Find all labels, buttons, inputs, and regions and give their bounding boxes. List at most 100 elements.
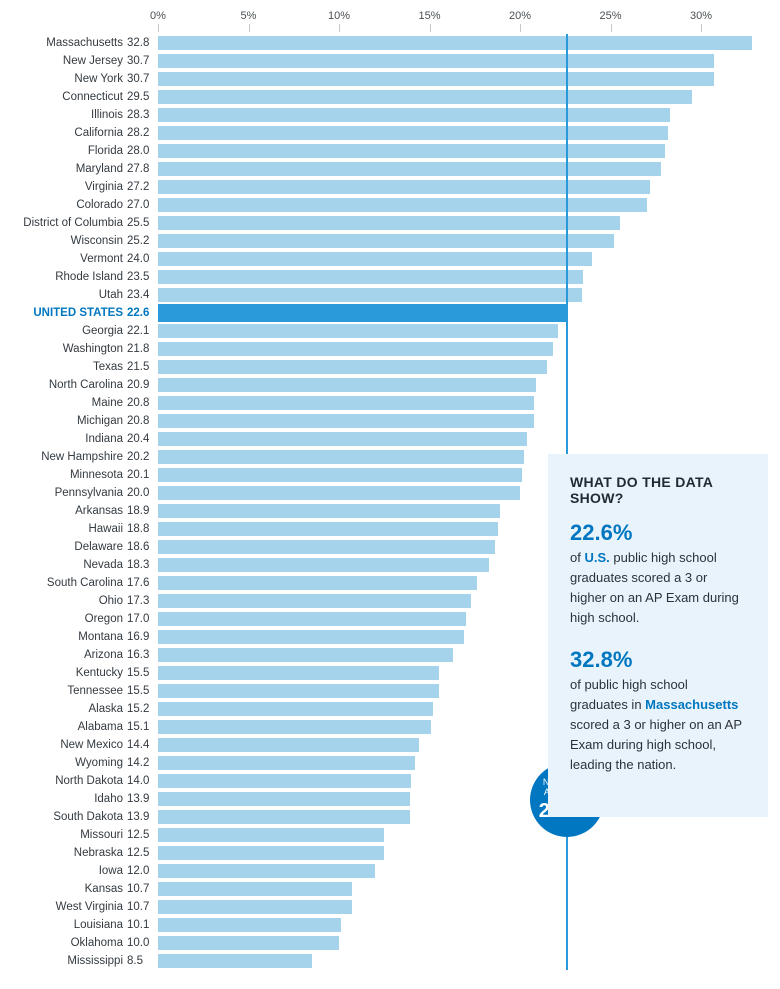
row-label: Vermont: [80, 250, 123, 268]
row-label: North Dakota: [55, 772, 123, 790]
table-row: Georgia22.1: [0, 322, 780, 340]
row-label: New York: [74, 70, 123, 88]
row-bar: [158, 540, 495, 554]
row-bar: [158, 162, 661, 176]
table-row: Missouri12.5: [0, 826, 780, 844]
axis-tick-label: 20%: [509, 10, 531, 22]
row-bar: [158, 304, 567, 322]
row-bar: [158, 252, 592, 266]
row-label: Idaho: [94, 790, 123, 808]
row-bar: [158, 792, 410, 806]
row-value: 22.6: [127, 304, 149, 322]
table-row: California28.2: [0, 124, 780, 142]
row-value: 22.1: [127, 322, 149, 340]
row-value: 23.5: [127, 268, 149, 286]
row-bar: [158, 648, 453, 662]
table-row: Nebraska12.5: [0, 844, 780, 862]
row-value: 25.5: [127, 214, 149, 232]
row-label: Alaska: [88, 700, 123, 718]
row-bar: [158, 90, 692, 104]
row-value: 20.4: [127, 430, 149, 448]
row-label: Minnesota: [70, 466, 123, 484]
row-label: Illinois: [91, 106, 123, 124]
table-row: West Virginia10.7: [0, 898, 780, 916]
row-bar: [158, 882, 352, 896]
row-value: 27.8: [127, 160, 149, 178]
table-row: Illinois28.3: [0, 106, 780, 124]
row-value: 12.5: [127, 844, 149, 862]
row-bar: [158, 486, 520, 500]
row-value: 15.5: [127, 664, 149, 682]
row-label: Rhode Island: [55, 268, 123, 286]
row-label: Maryland: [76, 160, 123, 178]
row-bar: [158, 684, 439, 698]
row-bar: [158, 234, 614, 248]
row-bar: [158, 666, 439, 680]
row-label: Hawaii: [88, 520, 123, 538]
row-value: 17.0: [127, 610, 149, 628]
row-label: Georgia: [82, 322, 123, 340]
row-label: Louisiana: [74, 916, 123, 934]
axis-tick: [520, 24, 521, 32]
axis-tick-label: 10%: [328, 10, 350, 22]
row-label: Nevada: [83, 556, 123, 574]
row-label: Tennessee: [67, 682, 123, 700]
row-value: 30.7: [127, 52, 149, 70]
table-row: New York30.7: [0, 70, 780, 88]
row-value: 24.0: [127, 250, 149, 268]
axis-tick: [611, 24, 612, 32]
row-label: West Virginia: [56, 898, 123, 916]
row-label: Oregon: [85, 610, 123, 628]
table-row: Washington21.8: [0, 340, 780, 358]
row-bar: [158, 612, 466, 626]
row-bar: [158, 396, 534, 410]
row-bar: [158, 36, 752, 50]
row-label: Michigan: [77, 412, 123, 430]
info-panel: WHAT DO THE DATA SHOW? 22.6%of U.S. publ…: [548, 454, 768, 817]
row-label: Delaware: [74, 538, 123, 556]
row-label: Kentucky: [76, 664, 123, 682]
row-label: Nebraska: [74, 844, 123, 862]
row-label: Massachusetts: [46, 34, 123, 52]
table-row: Florida28.0: [0, 142, 780, 160]
row-bar: [158, 522, 498, 536]
row-value: 15.2: [127, 700, 149, 718]
row-bar: [158, 918, 341, 932]
row-bar: [158, 180, 650, 194]
row-value: 16.9: [127, 628, 149, 646]
row-label: North Carolina: [49, 376, 123, 394]
row-value: 20.8: [127, 412, 149, 430]
table-row: Wisconsin25.2: [0, 232, 780, 250]
row-label: Kansas: [85, 880, 123, 898]
row-label: Ohio: [99, 592, 123, 610]
row-bar: [158, 378, 536, 392]
row-bar: [158, 810, 410, 824]
row-label: Wyoming: [75, 754, 123, 772]
row-label: Texas: [93, 358, 123, 376]
row-label: New Hampshire: [41, 448, 123, 466]
row-bar: [158, 594, 471, 608]
row-bar: [158, 864, 375, 878]
row-value: 29.5: [127, 88, 149, 106]
table-row: New Jersey30.7: [0, 52, 780, 70]
row-value: 23.4: [127, 286, 149, 304]
row-value: 15.5: [127, 682, 149, 700]
row-value: 13.9: [127, 808, 149, 826]
row-value: 28.3: [127, 106, 149, 124]
row-value: 18.9: [127, 502, 149, 520]
row-bar: [158, 756, 415, 770]
row-value: 28.0: [127, 142, 149, 160]
row-bar: [158, 108, 670, 122]
row-value: 10.0: [127, 934, 149, 952]
row-bar: [158, 936, 339, 950]
axis-tick: [158, 24, 159, 32]
row-bar: [158, 126, 668, 140]
row-bar: [158, 72, 714, 86]
row-label: Iowa: [99, 862, 123, 880]
row-bar: [158, 144, 665, 158]
table-row: UNITED STATES22.6: [0, 304, 780, 322]
row-label: Colorado: [76, 196, 123, 214]
row-value: 15.1: [127, 718, 149, 736]
row-label: Indiana: [85, 430, 123, 448]
table-row: Michigan20.8: [0, 412, 780, 430]
